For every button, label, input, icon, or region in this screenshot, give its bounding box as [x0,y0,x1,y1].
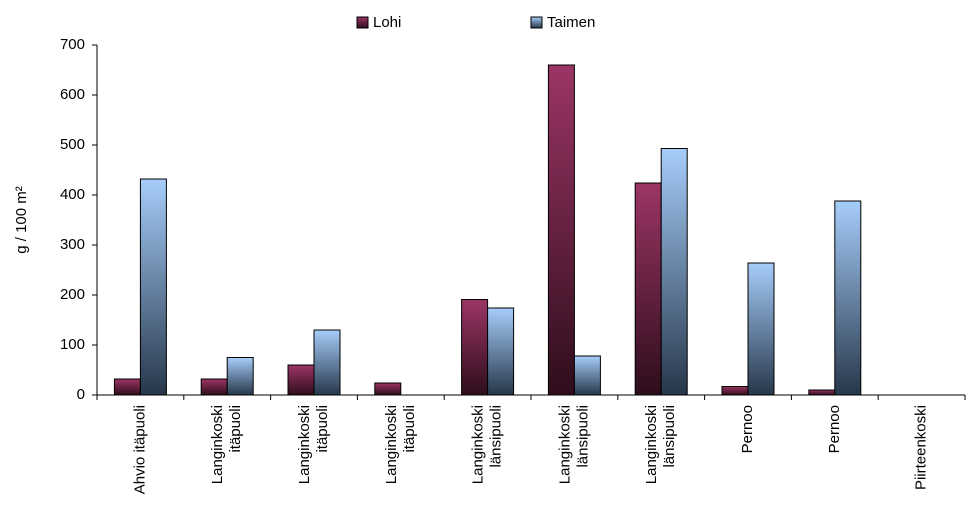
x-tick-label: Langinkoskiitäpuoli [296,405,331,484]
y-tick-label: 200 [60,286,85,303]
x-tick-label: Pernoo [739,405,756,453]
y-tick-label: 400 [60,186,85,203]
y-tick-label: 0 [77,386,85,403]
x-tick-label: Piirteenkoski [913,405,930,490]
x-tick-label: Langinkoskilänsipuoli [470,405,505,484]
bar [660,148,688,396]
bar [634,182,662,396]
bar [374,382,402,396]
y-tick-label: 700 [60,36,85,53]
x-tick-label: Ahvio itäpuoli [131,405,148,494]
bar [747,262,775,396]
legend-label: Lohi [373,14,401,31]
legend-label: Taimen [547,14,595,31]
bar [113,378,141,396]
bar [313,329,341,396]
bar [721,386,749,396]
bar [287,364,315,396]
y-axis-label: g / 100 m² [13,186,30,254]
bar [487,307,515,396]
y-tick-label: 100 [60,336,85,353]
y-tick-label: 300 [60,236,85,253]
y-tick-label: 600 [60,86,85,103]
bar [808,389,836,396]
bar [834,200,862,396]
bar [573,355,601,396]
bar [547,64,575,396]
x-tick-label: Langinkoskiitäpuoli [383,405,418,484]
x-tick-label: Langinkoskiitäpuoli [209,405,244,484]
legend-swatch [356,16,369,29]
bar [461,299,489,396]
bar [200,378,228,396]
x-tick-label: Langinkoskilänsipuoli [643,405,678,484]
y-tick-label: 500 [60,136,85,153]
x-tick-label: Langinkoskilänsipuoli [556,405,591,484]
legend-swatch [530,16,543,29]
bar [139,178,167,396]
bar [226,357,254,396]
x-tick-label: Pernoo [826,405,843,453]
